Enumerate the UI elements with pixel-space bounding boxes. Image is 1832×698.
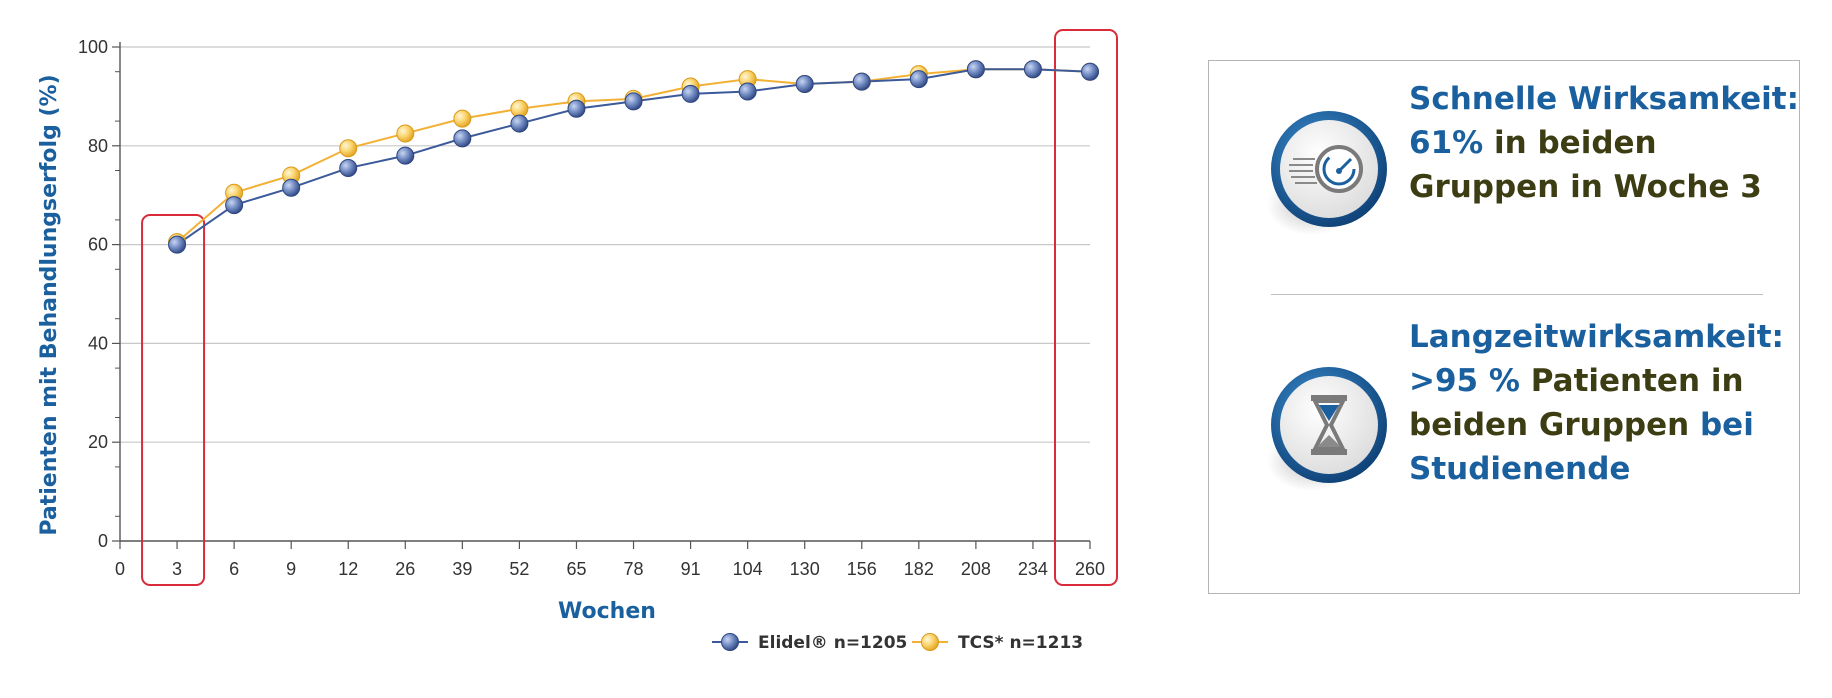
x-tick-label-130: 130 xyxy=(790,559,820,579)
point-s0-26 xyxy=(396,146,415,165)
point-s0-78 xyxy=(624,92,643,111)
point-s0-9 xyxy=(282,178,301,197)
long-term-lead: Langzeitwirksamkeit: xyxy=(1409,319,1784,355)
long-term-rest-1: Patienten in xyxy=(1519,363,1744,399)
y-axis-label: Patienten mit Behandlungserfolg (%) xyxy=(37,74,62,535)
point-s0-39 xyxy=(453,129,472,148)
x-tick-label-78: 78 xyxy=(624,559,644,579)
x-tick-label-3: 3 xyxy=(172,559,182,579)
point-s0-182 xyxy=(909,70,928,89)
y-tick-label-0: 0 xyxy=(98,531,108,551)
y-tick-label-80: 80 xyxy=(88,136,108,156)
point-s0-3 xyxy=(168,235,187,254)
highlight-box-260 xyxy=(1054,29,1118,586)
legend-label-0: Elidel® n=1205 xyxy=(758,633,907,653)
point-s1-39 xyxy=(453,109,472,128)
x-tick-label-182: 182 xyxy=(904,559,934,579)
x-tick-label-0: 0 xyxy=(115,559,125,579)
long-term-tail-2: Studienende xyxy=(1409,451,1631,487)
divider xyxy=(1271,294,1763,295)
x-tick-label-6: 6 xyxy=(229,559,239,579)
x-tick-label-208: 208 xyxy=(961,559,991,579)
point-s0-130 xyxy=(795,75,814,94)
point-s0-65 xyxy=(567,99,586,118)
point-s0-6 xyxy=(225,196,244,215)
axes: 0 20 40 60 80 100 0 3 6 9 12 26 39 52 65 78 91 104 130 156 1… xyxy=(78,37,1105,579)
point-s0-12 xyxy=(339,159,358,178)
point-s1-12 xyxy=(339,139,358,158)
x-tick-label-52: 52 xyxy=(509,559,529,579)
fast-efficacy-lead: Schnelle Wirksamkeit: xyxy=(1409,81,1799,117)
legend: Elidel® n=1205 TCS* n=1213 xyxy=(712,633,1083,653)
speedometer-icon xyxy=(1265,109,1393,237)
point-s0-52 xyxy=(510,114,529,133)
hourglass-icon xyxy=(1265,365,1393,493)
x-tick-label-26: 26 xyxy=(395,559,415,579)
x-tick-label-39: 39 xyxy=(452,559,472,579)
x-tick-label-156: 156 xyxy=(847,559,877,579)
highlight-box-3 xyxy=(141,214,206,586)
x-tick-label-9: 9 xyxy=(286,559,296,579)
y-tick-label-40: 40 xyxy=(88,333,108,353)
grid-lines xyxy=(120,46,1090,443)
point-s1-26 xyxy=(396,124,415,143)
point-s0-91 xyxy=(681,84,700,103)
x-tick-label-260: 260 xyxy=(1075,559,1105,579)
info-box: Schnelle Wirksamkeit: 61% in beiden Grup… xyxy=(1208,60,1800,594)
x-tick-label-12: 12 xyxy=(338,559,358,579)
fast-efficacy-rest-1: in beiden xyxy=(1483,125,1657,161)
point-s0-156 xyxy=(852,72,871,91)
info-text-fast-efficacy: Schnelle Wirksamkeit: 61% in beiden Grup… xyxy=(1409,77,1799,209)
point-s0-104 xyxy=(738,82,757,101)
legend-marker-1 xyxy=(921,633,939,651)
fast-efficacy-rest-2: Gruppen in Woche 3 xyxy=(1409,169,1762,205)
y-tick-label-60: 60 xyxy=(88,235,108,255)
series-points xyxy=(168,60,1099,254)
x-axis-label: Wochen xyxy=(558,599,656,624)
highlight-boxes xyxy=(141,29,1118,586)
long-term-tail: bei xyxy=(1689,407,1754,443)
legend-marker-0 xyxy=(721,633,739,651)
point-s0-208 xyxy=(966,60,985,79)
chart: 0 20 40 60 80 100 0 3 6 9 12 26 39 52 65 78 91 104 130 156 1… xyxy=(37,29,1118,653)
info-text-long-term-efficacy: Langzeitwirksamkeit: >95 % Patienten in … xyxy=(1409,315,1799,491)
y-tick-label-20: 20 xyxy=(88,432,108,452)
fast-efficacy-value: 61% xyxy=(1409,125,1484,161)
x-tick-label-65: 65 xyxy=(566,559,586,579)
x-tick-label-234: 234 xyxy=(1018,559,1048,579)
x-tick-label-104: 104 xyxy=(733,559,763,579)
x-tick-label-91: 91 xyxy=(681,559,701,579)
point-s0-234 xyxy=(1023,60,1042,79)
legend-label-1: TCS* n=1213 xyxy=(958,633,1083,653)
y-tick-label-100: 100 xyxy=(78,37,108,57)
point-s0-260 xyxy=(1081,62,1099,81)
long-term-value: >95 % xyxy=(1409,363,1520,399)
long-term-rest-2: beiden Gruppen xyxy=(1409,407,1690,443)
